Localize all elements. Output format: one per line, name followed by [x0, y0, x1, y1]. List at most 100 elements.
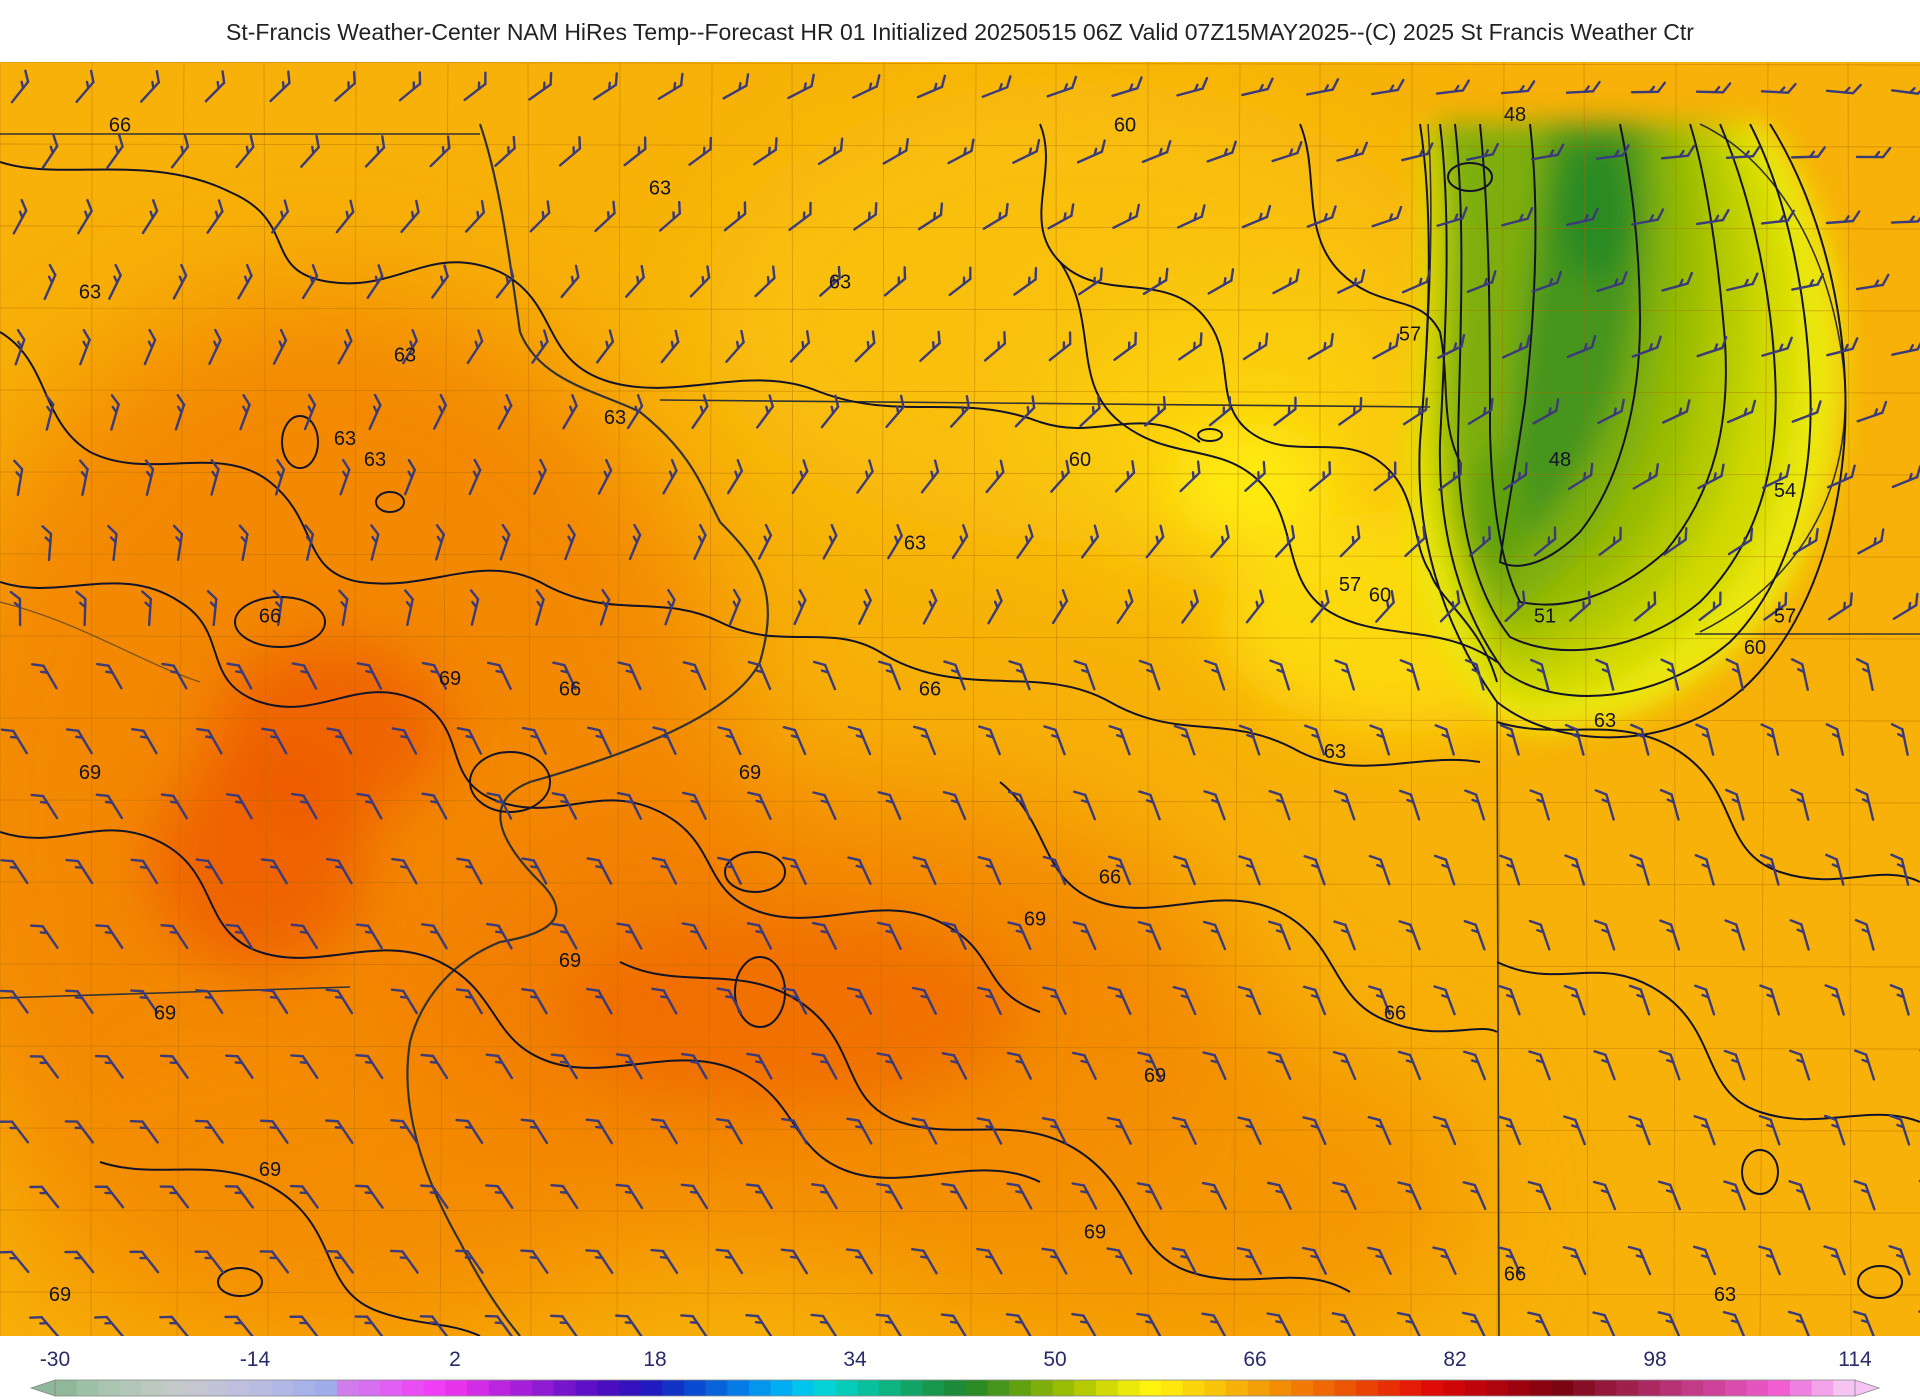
county-line: [0, 881, 1920, 886]
contour-label: 63: [1324, 741, 1346, 763]
contour-label: 69: [49, 1284, 71, 1306]
county-line: [0, 717, 1920, 722]
colorbar-swatch: [1681, 1380, 1704, 1396]
county-line: [707, 62, 713, 1336]
county-line: [1759, 62, 1769, 1336]
contour-label: 69: [739, 762, 761, 784]
colorbar-swatch: [185, 1380, 208, 1396]
colorbar-swatch: [1811, 1380, 1834, 1396]
colorbar-swatch: [1464, 1380, 1487, 1396]
county-line: [0, 471, 1920, 476]
contour-label: 69: [79, 762, 101, 784]
colorbar-swatch: [792, 1380, 815, 1396]
contour-label: 57: [1774, 605, 1796, 627]
colorbar-swatch: [1833, 1380, 1856, 1396]
colorbar-swatch: [423, 1380, 446, 1396]
colorbar-swatch: [1703, 1380, 1726, 1396]
county-line: [1847, 62, 1852, 1336]
temperature-map: 66 63 63 63 63 63 63 63 60 57 60 63 57 60 48 48 54 51 57 60…: [0, 62, 1920, 1336]
county-line: [0, 143, 1920, 148]
contour-label: 69: [559, 950, 581, 972]
contour-label: 66: [1504, 1263, 1526, 1285]
colorbar-tick-label: -14: [240, 1348, 271, 1371]
colorbar-swatch: [1638, 1380, 1661, 1396]
colorbar-swatch: [879, 1380, 902, 1396]
colorbar-swatch: [575, 1380, 598, 1396]
contour-label: 48: [1549, 449, 1571, 471]
colorbar-swatch: [727, 1380, 750, 1396]
county-line: [90, 62, 93, 1336]
colorbar-swatch: [597, 1380, 620, 1396]
contour-label: 57: [1399, 324, 1421, 346]
colorbar-swatch: [76, 1380, 99, 1396]
colorbar-swatch: [965, 1380, 989, 1396]
county-line: [0, 1291, 1920, 1296]
colorbar-swatch: [1312, 1380, 1336, 1396]
contour-label: 63: [829, 271, 851, 293]
colorbar-swatch: [814, 1380, 837, 1396]
colorbar-tick-label: 98: [1643, 1348, 1666, 1371]
colorbar-swatch: [1139, 1380, 1162, 1396]
colorbar-swatch: [55, 1380, 78, 1396]
colorbar-swatch: [1095, 1380, 1119, 1396]
colorbar-swatch: [748, 1380, 772, 1396]
colorbar-swatch: [271, 1380, 295, 1396]
colorbar-swatch: [1768, 1380, 1791, 1396]
colorbar-swatch: [1291, 1380, 1314, 1396]
colorbar-swatch: [467, 1380, 490, 1396]
colorbar-swatch: [770, 1380, 793, 1396]
colorbar-tick-label: 82: [1443, 1348, 1466, 1371]
county-line: [0, 963, 1920, 968]
colorbar-swatch: [510, 1380, 533, 1396]
contour-label: 63: [904, 532, 926, 554]
contour-label: 66: [109, 115, 131, 137]
colorbar-swatch: [228, 1380, 251, 1396]
colorbar-tick-label: 2: [449, 1348, 461, 1371]
contour-label: 69: [439, 668, 461, 690]
colorbar-swatch: [1724, 1380, 1748, 1396]
colorbar-swatch: [1486, 1380, 1509, 1396]
map-title: St-Francis Weather-Center NAM HiRes Temp…: [226, 19, 1694, 45]
colorbar-swatch: [445, 1380, 468, 1396]
contour-label: 69: [1144, 1065, 1166, 1087]
colorbar-tick-label: 50: [1043, 1348, 1066, 1371]
colorbar-swatch: [336, 1380, 360, 1396]
colorbar-swatch: [987, 1380, 1010, 1396]
county-line: [1233, 62, 1241, 1336]
colorbar-swatch: [553, 1380, 577, 1396]
colorbar-swatch: [1074, 1380, 1097, 1396]
contour-label: 54: [1774, 480, 1796, 502]
contour-label: 60: [1114, 115, 1136, 137]
colorbar-swatch: [1030, 1380, 1054, 1396]
colorbar-swatch: [1226, 1380, 1249, 1396]
colorbar-min-arrow: [29, 1379, 56, 1397]
colorbar-tick-label: 114: [1838, 1348, 1872, 1371]
colorbar-swatch: [662, 1380, 685, 1396]
colorbar-swatch: [640, 1380, 663, 1396]
contour-label: 60: [1744, 637, 1766, 659]
contour-label: 66: [1099, 867, 1121, 889]
contour-label: 63: [79, 282, 101, 304]
colorbar-swatch: [1377, 1380, 1401, 1396]
colorbar-swatch: [618, 1380, 642, 1396]
temperature-field: [0, 62, 1920, 1336]
county-line: [1583, 62, 1589, 1336]
colorbar-swatch: [1616, 1380, 1639, 1396]
colorbar-swatch: [141, 1380, 165, 1396]
county-line: [0, 635, 1920, 640]
colorbar-swatch: [358, 1380, 381, 1396]
contour-label: 48: [1504, 104, 1526, 126]
county-line: [353, 62, 357, 1336]
colorbar-swatch: [1356, 1380, 1379, 1396]
county-line: [0, 1045, 1920, 1050]
colorbar-tick-label: -30: [40, 1348, 70, 1371]
colorbar-swatch: [1182, 1380, 1205, 1396]
il-in-border: [1496, 701, 1500, 1336]
contour-label: 63: [334, 428, 356, 450]
county-line: [263, 62, 269, 1336]
colorbar-swatch: [1161, 1380, 1184, 1396]
colorbar-swatch: [1204, 1380, 1227, 1396]
colorbar-swatch: [1334, 1380, 1357, 1396]
colorbar-swatch: [1594, 1380, 1618, 1396]
county-line: [0, 389, 1920, 394]
